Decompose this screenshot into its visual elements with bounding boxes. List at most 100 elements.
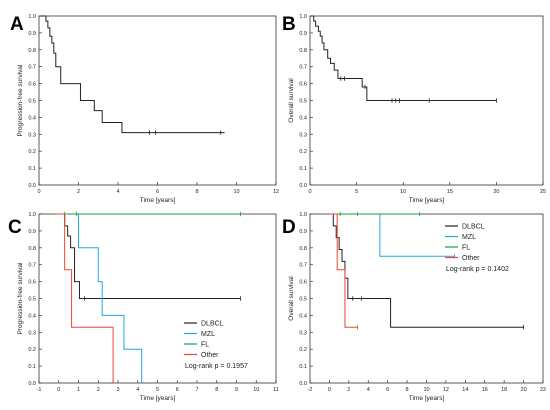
y-tick-label: 0.8 [299,246,307,252]
series-dlbcl [58,213,241,301]
y-tick-label: 0.8 [28,48,36,54]
survival-step-line [56,213,114,383]
x-tick-label: 0 [57,387,60,393]
panel-c: C 0.0 0.1 0.2 0.3 0.4 0.5 0.6 0.7 0.8 0.9 1.0 -1 0 1 2 3… [8,211,279,402]
x-tick-label: 15 [447,189,453,195]
y-tick-label: 0.3 [28,330,36,336]
series-fl [329,211,421,217]
x-axis-label: Time [years] [409,197,445,204]
y-tick-label: 0.9 [28,229,36,235]
series-mzl [58,213,143,383]
legend-label: Other [201,352,219,359]
x-tick-label: 0 [37,189,40,195]
x-tick-label: 2 [97,387,100,393]
y-tick-label: 0.6 [299,82,307,88]
panel-d: D 0.0 0.1 0.2 0.3 0.4 0.5 0.6 0.7 0.8 0.9 1.0 -2 0 2 4 6… [282,211,546,402]
x-tick-label: 8 [195,189,198,195]
series-fl [58,211,241,217]
x-tick-label: 6 [156,189,159,195]
y-tick-label: 0.0 [299,381,307,387]
y-axis-label: Progression-free survival [17,64,24,136]
y-tick-label: 0.1 [299,364,307,370]
y-tick-label: 0.3 [299,132,307,138]
panel-label: C [8,217,22,238]
x-tick-label: 5 [355,189,358,195]
x-tick-label: 4 [116,189,119,195]
y-tick-label: 0.6 [28,280,36,286]
series-other [56,213,114,383]
legend-label: MZL [462,234,476,241]
y-tick-label: 0.4 [28,115,36,121]
legend: DLBCL MZL FL Other Log-rank p = 0.1402 [445,224,509,273]
x-tick-label: -2 [308,387,313,393]
survival-step-line [329,213,524,328]
plot-frame [38,15,277,186]
x-tick-label: 1 [77,387,80,393]
y-axis-label: Progression-free survival [17,262,24,334]
series-1 [310,15,497,103]
legend-label: FL [201,342,209,349]
x-axis-label: Time [years] [409,395,445,402]
x-tick-label: 20 [521,387,527,393]
y-tick-label: 0.5 [299,99,307,105]
y-tick-label: 0.6 [299,280,307,286]
x-tick-label: 0 [308,189,311,195]
legend-label: DLBCL [462,224,485,231]
x-tick-label: 8 [406,387,409,393]
x-tick-label: 6 [176,387,179,393]
x-tick-label: 9 [235,387,238,393]
y-tick-label: 0.9 [299,31,307,37]
y-tick-label: 0.7 [299,263,307,269]
y-axis-label: Overall survival [288,276,295,321]
legend: DLBCL MZL FL Other Log-rank p = 0.1957 [184,321,248,370]
x-axis-label: Time [years] [140,197,176,204]
survival-step-line [329,213,455,257]
log-rank-annotation: Log-rank p = 0.1957 [185,363,248,370]
y-tick-label: 0.2 [28,149,36,155]
y-tick-label: 0.5 [28,297,36,303]
x-tick-label: 18 [501,387,507,393]
x-tick-label: 5 [156,387,159,393]
y-tick-label: 0.0 [28,381,36,387]
x-tick-label: 10 [423,387,429,393]
y-tick-label: 0.8 [28,246,36,252]
series-mzl [329,213,456,259]
x-tick-label: 10 [233,189,239,195]
x-tick-label: 10 [253,387,259,393]
x-tick-label: 12 [273,189,279,195]
survival-step-line [39,15,225,134]
x-tick-label: 2 [347,387,350,393]
y-tick-label: 0.0 [299,183,307,189]
legend-label: DLBCL [201,321,224,328]
x-tick-label: 2 [77,189,80,195]
x-tick-label: 14 [462,387,468,393]
x-axis-label: Time [years] [140,395,176,402]
survival-step-line [58,213,241,299]
x-tick-label: 6 [386,387,389,393]
y-tick-label: 0.3 [299,330,307,336]
y-tick-label: 0.3 [28,132,36,138]
x-tick-label: 3 [116,387,119,393]
y-axis-label: Overall survival [288,78,295,123]
y-tick-label: 0.1 [299,166,307,172]
x-tick-label: 0 [328,387,331,393]
y-tick-label: 0.7 [28,263,36,269]
x-tick-label: 4 [136,387,139,393]
y-tick-label: 0.2 [299,347,307,353]
x-tick-label: -1 [37,387,42,393]
y-tick-label: 0.4 [28,313,36,319]
y-tick-label: 0.1 [28,364,36,370]
y-tick-label: 0.2 [299,149,307,155]
series-1 [39,15,225,135]
y-tick-label: 1.0 [28,14,36,20]
x-tick-label: 4 [367,387,370,393]
y-tick-label: 0.8 [299,48,307,54]
x-tick-label: 20 [493,189,499,195]
y-tick-label: 1.0 [299,14,307,20]
x-tick-label: 16 [482,387,488,393]
x-tick-label: 10 [400,189,406,195]
x-tick-label: 7 [195,387,198,393]
legend-label: Other [462,255,480,262]
x-tick-label: 25 [540,189,546,195]
